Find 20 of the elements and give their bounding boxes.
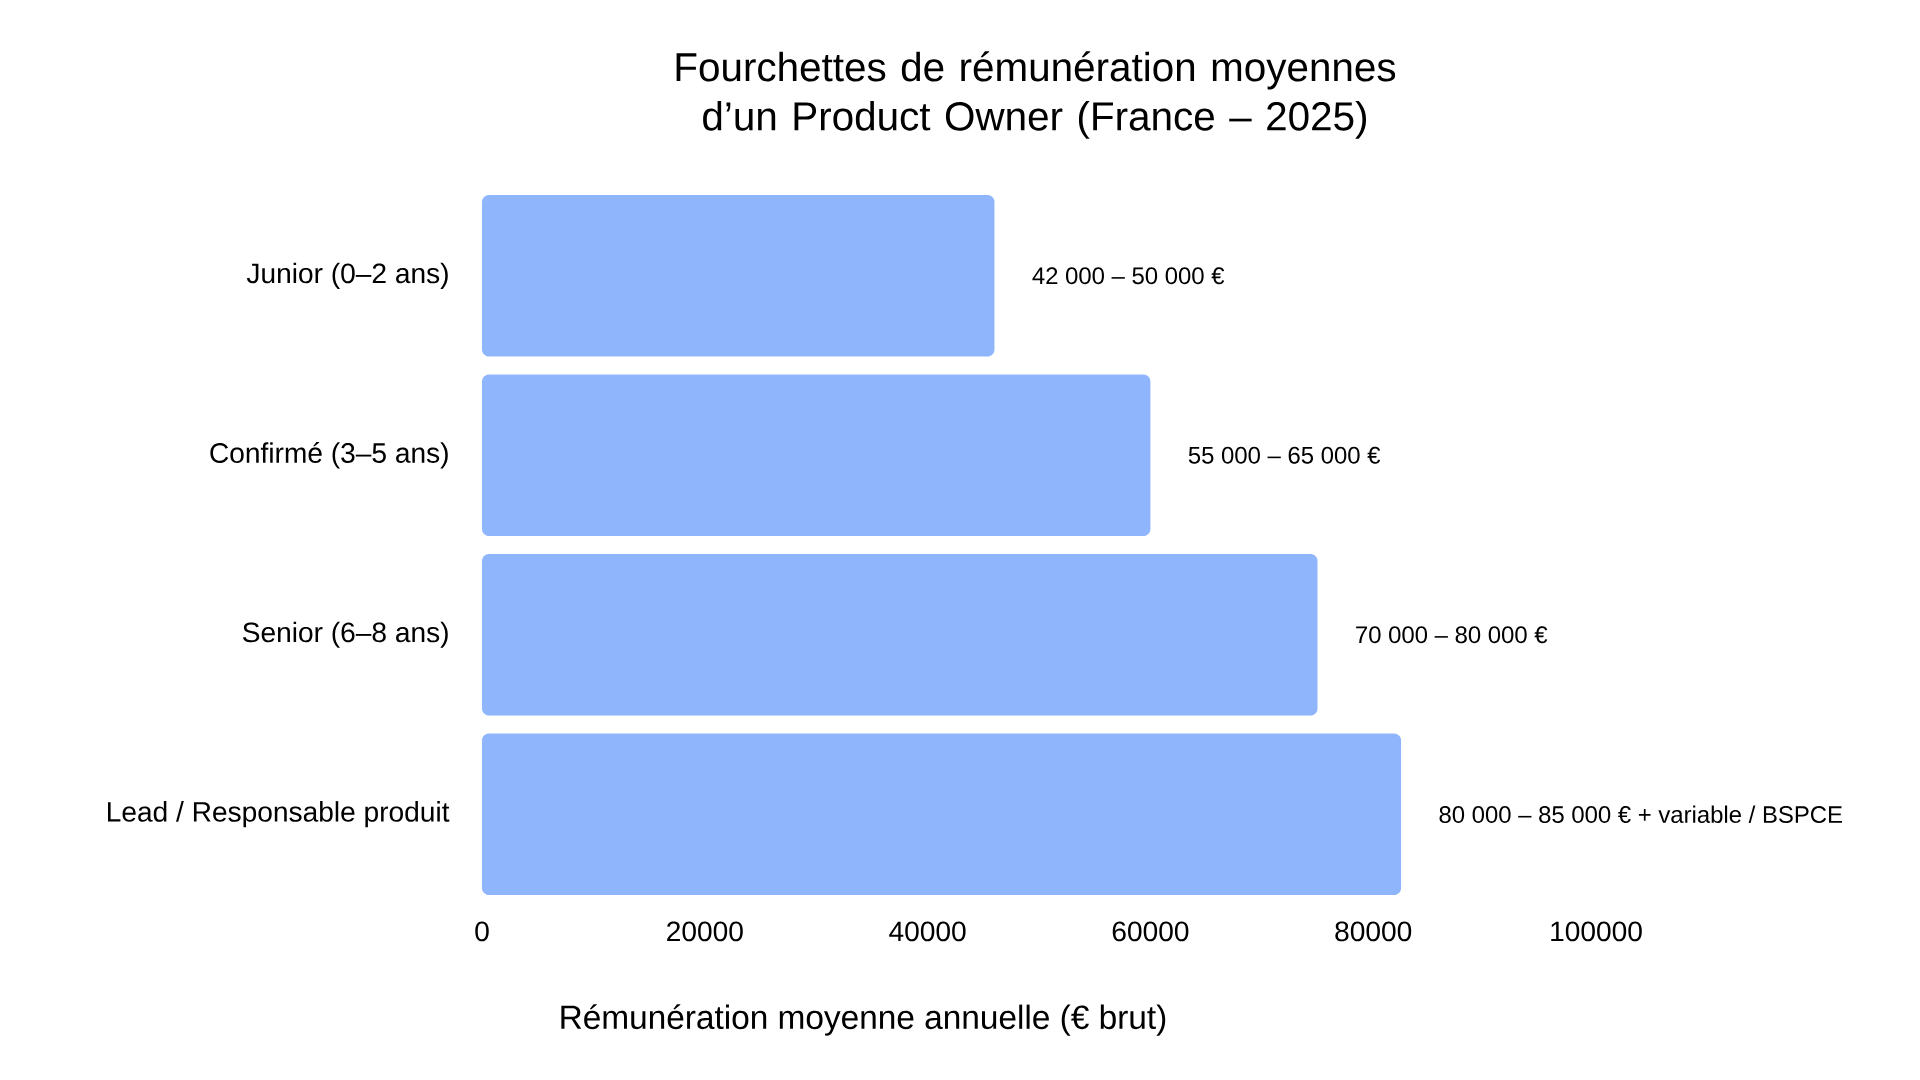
x-axis-title: Rémunération moyenne annuelle (€ brut)	[561, 1004, 1166, 1036]
bar	[482, 553, 1318, 716]
annotation: 42 000 – 50 000 €	[1032, 267, 1225, 285]
annotation: 70 000 – 80 000 €	[1356, 626, 1548, 644]
bar	[482, 733, 1402, 896]
bar	[482, 374, 1151, 537]
y-tick-label: Junior (0–2 ans)	[246, 262, 448, 289]
annotation: 55 000 – 65 000 €	[1188, 446, 1381, 464]
y-tick-label: Senior (6–8 ans)	[242, 621, 448, 648]
x-tick-label: 80000	[1335, 921, 1412, 942]
x-tick-label: 60000	[1112, 921, 1189, 942]
y-tick-label: Lead / Responsable produit	[108, 801, 450, 828]
x-tick-label: 100000	[1551, 921, 1642, 942]
x-tick-label: 0	[475, 921, 489, 942]
annotation: 80 000 – 85 000 € + variable / BSPCE	[1439, 805, 1842, 824]
bar	[482, 194, 995, 357]
chart-title: Fourchettes de rémunération moyennes d’un Product Owner (France – 2025)	[676, 51, 1396, 139]
x-tick-label: 40000	[889, 921, 966, 942]
x-tick-label: 20000	[667, 921, 743, 942]
y-tick-label: Confirmé (3–5 ans)	[210, 441, 448, 469]
